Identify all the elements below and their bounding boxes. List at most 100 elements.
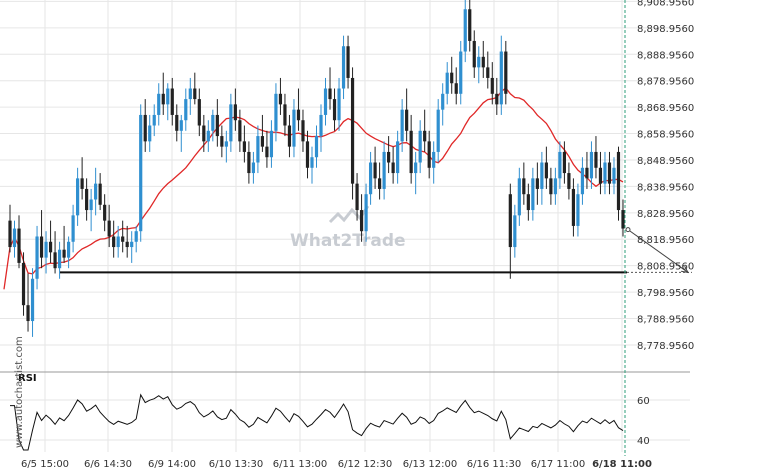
candle — [350, 67, 355, 200]
ma-path — [3, 87, 624, 290]
price-tick-label: 8,908.9560 — [637, 0, 694, 8]
candle — [589, 141, 594, 189]
candle — [423, 109, 427, 152]
candle — [202, 114, 206, 152]
rsi-line — [10, 393, 624, 451]
candle-body — [319, 114, 323, 137]
candle-body — [396, 141, 400, 174]
projection-start — [625, 227, 631, 233]
candle-body — [112, 236, 116, 248]
candle-body — [481, 56, 485, 68]
price-tick-label: 8,858.9560 — [637, 130, 694, 141]
candle — [233, 88, 237, 131]
candle-body — [211, 114, 215, 131]
candle-body — [157, 93, 161, 115]
candle-body — [382, 151, 386, 189]
candle — [184, 88, 188, 131]
candle-body — [197, 99, 201, 126]
candle-body — [387, 151, 391, 163]
candle — [166, 83, 170, 121]
candle — [121, 220, 125, 253]
candle-body — [400, 109, 404, 142]
candle — [594, 136, 598, 179]
candle — [522, 162, 526, 205]
candle — [409, 114, 413, 184]
candle — [116, 225, 120, 258]
candle-body — [332, 99, 337, 121]
candle — [26, 273, 30, 332]
candle-body — [535, 178, 539, 189]
candle-body — [328, 88, 332, 100]
candle-body — [373, 162, 377, 179]
candle — [12, 220, 17, 258]
candle — [621, 199, 625, 237]
price-tick-label: 8,778.9560 — [637, 341, 694, 352]
price-tick-label: 8,798.9560 — [637, 288, 694, 299]
candle-body — [35, 236, 39, 279]
candle-body — [350, 77, 355, 184]
candle — [585, 151, 589, 189]
candle — [98, 173, 102, 211]
candle — [540, 151, 544, 205]
candle-body — [580, 167, 585, 195]
candle-body — [477, 56, 481, 68]
candle-body — [66, 241, 71, 258]
candle — [436, 99, 440, 163]
candle — [175, 104, 179, 142]
candle-body — [414, 162, 418, 174]
candle — [139, 104, 143, 242]
projection-line — [627, 229, 689, 273]
candle — [39, 210, 44, 269]
candle-body — [220, 136, 224, 147]
candle-body — [504, 51, 508, 94]
price-tick-label: 8,898.9560 — [637, 24, 694, 35]
candle-body — [562, 151, 567, 174]
candle-body — [265, 146, 269, 158]
price-tick-label: 8,888.9560 — [637, 50, 694, 61]
price-tick-label: 8,828.9560 — [637, 209, 694, 220]
candle — [450, 56, 454, 94]
candle — [125, 225, 129, 258]
candle — [256, 125, 260, 174]
candle-body — [576, 194, 580, 226]
time-tick-label: 6/17 11:00 — [531, 459, 585, 470]
time-tick-label: 6/18 11:00 — [592, 459, 652, 470]
time-axis: 6/5 15:00 6/6 14:30 6/9 14:00 6/10 13:30 6/1… — [21, 459, 652, 470]
candle — [157, 83, 161, 126]
candle — [355, 173, 359, 221]
gridlines — [0, 0, 690, 452]
candle — [224, 130, 228, 163]
candle — [260, 114, 265, 152]
candle — [130, 231, 134, 263]
candle-body — [233, 104, 237, 121]
candle-body — [594, 151, 598, 168]
candle-body — [490, 77, 494, 94]
candle-body — [57, 249, 62, 269]
candle — [17, 215, 21, 269]
candle — [251, 151, 255, 184]
candle-body — [522, 178, 526, 195]
candle-body — [341, 46, 346, 89]
autochartist-side-text: www.autochartist.com — [14, 336, 25, 448]
candle-body — [459, 51, 463, 94]
candle-body — [103, 204, 107, 221]
candle-body — [188, 88, 192, 100]
candle — [229, 93, 233, 152]
candle — [44, 231, 48, 274]
candle — [112, 220, 116, 258]
candle-body — [125, 241, 129, 248]
candle — [53, 231, 57, 274]
candle — [283, 93, 287, 137]
candle — [76, 167, 80, 226]
candle-body — [184, 99, 188, 121]
candle — [152, 104, 156, 137]
candle-body — [242, 141, 246, 152]
candle — [405, 88, 409, 142]
candle-body — [359, 210, 364, 232]
candle-body — [540, 162, 544, 189]
candle-body — [21, 262, 26, 306]
candle-body — [558, 151, 562, 179]
candle-body — [409, 130, 413, 174]
candle-body — [612, 167, 616, 184]
time-tick-label: 6/11 13:00 — [273, 459, 327, 470]
